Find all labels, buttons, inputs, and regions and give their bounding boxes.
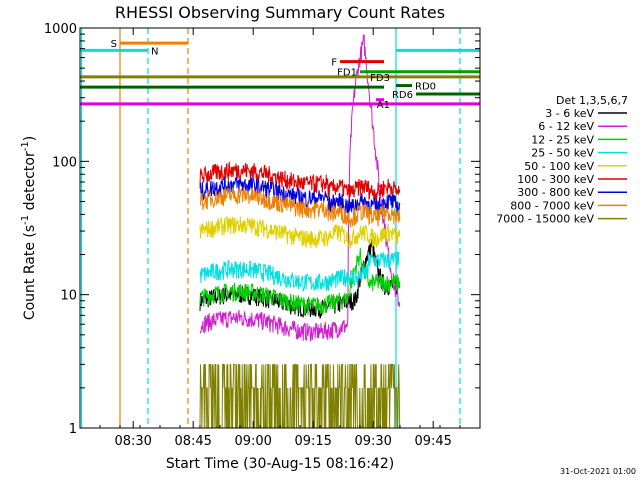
flag-label-5: FD3 (370, 73, 390, 84)
axes: 08:30 08:45 09:00 09:15 09:30 09:45 1 10 100 1000 (44, 22, 481, 449)
x-tick-label-0: 08:30 (114, 434, 151, 449)
flag-label-0: S (111, 39, 117, 50)
flag-label-8: RD6 (392, 90, 413, 101)
legend-label-0: 3 - 6 keV (545, 107, 594, 120)
y-tick-label-2: 100 (52, 155, 77, 170)
flag-label-2: F (331, 58, 337, 69)
series-line-3 (199, 251, 400, 292)
series-line-7 (199, 186, 401, 228)
legend-title: Det 1,3,5,6,7 (556, 94, 628, 107)
series-line-5 (199, 161, 401, 203)
legend-label-8: 7000 - 15000 keV (496, 213, 594, 226)
series-line-1 (199, 34, 401, 342)
legend-label-2: 12 - 25 keV (531, 133, 594, 146)
flag-label-4: FD1 (337, 68, 357, 79)
x-tick-label-5: 09:45 (414, 434, 451, 449)
y-axis-label-sup2: -1 (20, 141, 31, 151)
y-tick-label-0: 1 (69, 422, 77, 437)
legend-label-7: 800 - 7000 keV (510, 199, 594, 212)
legend-label-5: 100 - 300 keV (517, 173, 594, 186)
y-tick-label-1: 10 (60, 289, 77, 304)
y-axis-label: Count Rate (s-1 detector-1) (20, 136, 38, 320)
x-axis-label: Start Time (30-Aug-15 08:16:42) (166, 456, 394, 472)
x-tick-label-4: 09:30 (354, 434, 391, 449)
x-tick-label-1: 08:45 (174, 434, 211, 449)
y-axis-label-end: ) (22, 136, 38, 141)
footer-timestamp: 31-Oct-2021 01:00 (560, 467, 636, 476)
y-axis-label-sup1: -1 (20, 215, 31, 225)
flag-label-9: A1 (377, 100, 390, 111)
legend-label-3: 25 - 50 keV (531, 147, 594, 160)
x-tick-label-2: 09:00 (234, 434, 271, 449)
legend-label-1: 6 - 12 keV (538, 120, 594, 133)
legend-label-6: 300 - 800 keV (517, 186, 594, 199)
y-axis-label-main: Count Rate (s (22, 225, 38, 320)
chart-title: RHESSI Observing Summary Count Rates (115, 3, 445, 22)
flag-label-7: RD0 (415, 82, 436, 93)
flag-label-1: N (151, 46, 158, 57)
y-axis-label-mid: detector (22, 151, 38, 215)
y-tick-label-3: 1000 (44, 22, 77, 37)
legend-label-4: 50 - 100 keV (524, 160, 594, 173)
series-line-4 (199, 216, 401, 250)
x-tick-label-3: 09:15 (294, 434, 331, 449)
